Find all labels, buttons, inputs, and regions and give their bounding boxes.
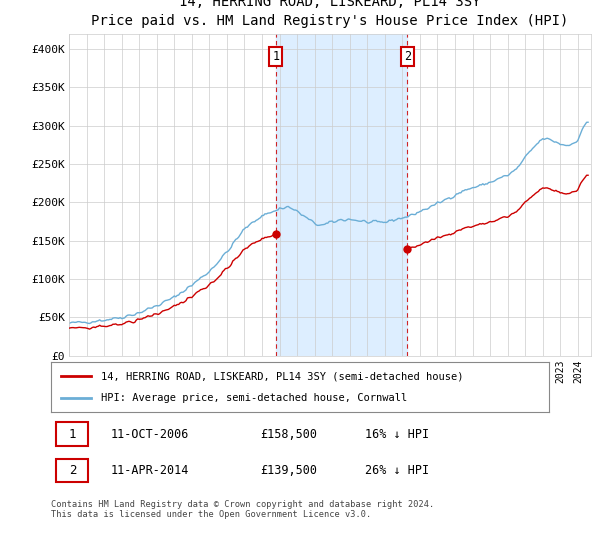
Text: 2: 2 bbox=[404, 50, 411, 63]
Text: 11-APR-2014: 11-APR-2014 bbox=[111, 464, 189, 477]
Text: HPI: Average price, semi-detached house, Cornwall: HPI: Average price, semi-detached house,… bbox=[101, 393, 407, 403]
Text: £139,500: £139,500 bbox=[260, 464, 317, 477]
Title: 14, HERRING ROAD, LISKEARD, PL14 3SY
Price paid vs. HM Land Registry's House Pri: 14, HERRING ROAD, LISKEARD, PL14 3SY Pri… bbox=[91, 0, 569, 28]
Text: £158,500: £158,500 bbox=[260, 427, 317, 441]
Text: 26% ↓ HPI: 26% ↓ HPI bbox=[365, 464, 429, 477]
Text: Contains HM Land Registry data © Crown copyright and database right 2024.
This d: Contains HM Land Registry data © Crown c… bbox=[51, 500, 434, 519]
Text: 11-OCT-2006: 11-OCT-2006 bbox=[111, 427, 189, 441]
Text: 14, HERRING ROAD, LISKEARD, PL14 3SY (semi-detached house): 14, HERRING ROAD, LISKEARD, PL14 3SY (se… bbox=[101, 371, 463, 381]
Text: 1: 1 bbox=[68, 427, 76, 441]
Text: 2: 2 bbox=[68, 464, 76, 477]
FancyBboxPatch shape bbox=[56, 422, 88, 446]
Text: 1: 1 bbox=[272, 50, 280, 63]
Text: 16% ↓ HPI: 16% ↓ HPI bbox=[365, 427, 429, 441]
Bar bbox=[276, 34, 407, 356]
FancyBboxPatch shape bbox=[56, 459, 88, 482]
